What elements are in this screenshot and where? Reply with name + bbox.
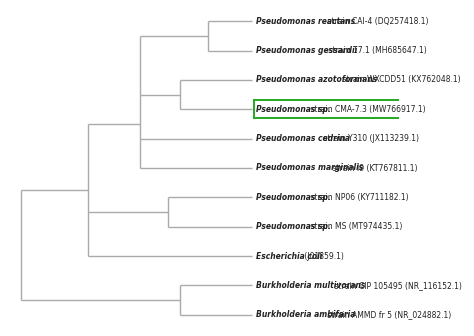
Text: Escherichia coli: Escherichia coli [256, 252, 323, 260]
Text: Pseudomonas marginalis: Pseudomonas marginalis [256, 164, 364, 172]
Text: Pseudomonas sp.: Pseudomonas sp. [256, 193, 331, 202]
Text: Pseudomonas sp.: Pseudomonas sp. [256, 105, 331, 114]
Text: strain CMA-7.3 (MW766917.1): strain CMA-7.3 (MW766917.1) [308, 105, 426, 114]
Text: strain 17.1 (MH685647.1): strain 17.1 (MH685647.1) [326, 46, 427, 55]
Text: Pseudomonas sp. strain CMA-7.3 (MW766917.1): Pseudomonas sp. strain CMA-7.3 (MW766917… [256, 105, 462, 114]
Text: strain AMMD fr 5 (NR_024882.1): strain AMMD fr 5 (NR_024882.1) [325, 310, 451, 319]
Text: strain MS (MT974435.1): strain MS (MT974435.1) [308, 222, 402, 231]
Text: Burkholderia multivorans: Burkholderia multivorans [256, 281, 365, 290]
Text: strain WXCDD51 (KX762048.1): strain WXCDD51 (KX762048.1) [340, 76, 461, 84]
Text: (J01859.1): (J01859.1) [302, 252, 344, 260]
Text: Pseudomonas cedrina: Pseudomonas cedrina [256, 134, 350, 143]
Text: Pseudomonas azotoformans: Pseudomonas azotoformans [256, 76, 377, 84]
Text: Pseudomonas sp.: Pseudomonas sp. [256, 222, 331, 231]
Text: strain NP06 (KY711182.1): strain NP06 (KY711182.1) [308, 193, 409, 202]
Text: Burkholderia ambifaria: Burkholderia ambifaria [256, 310, 356, 319]
Text: strain CIP 105495 (NR_116152.1): strain CIP 105495 (NR_116152.1) [332, 281, 462, 290]
Text: strain I9 (KT767811.1): strain I9 (KT767811.1) [330, 164, 418, 172]
Text: strain Y310 (JX113239.1): strain Y310 (JX113239.1) [321, 134, 419, 143]
Text: strain CAI-4 (DQ257418.1): strain CAI-4 (DQ257418.1) [325, 17, 428, 26]
Text: Pseudomonas reactans: Pseudomonas reactans [256, 17, 356, 26]
Text: Pseudomonas gessardii: Pseudomonas gessardii [256, 46, 357, 55]
